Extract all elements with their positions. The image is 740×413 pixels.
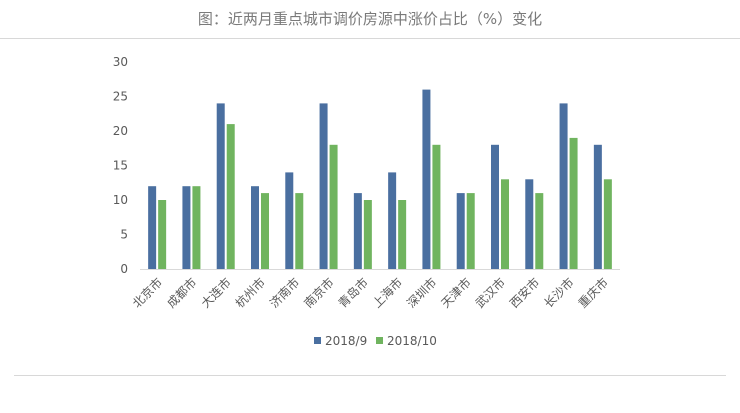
x-tick-label: 上海市 bbox=[369, 275, 405, 311]
x-tick-label: 重庆市 bbox=[575, 275, 611, 311]
bar-2018/9-杭州市 bbox=[251, 186, 259, 269]
bar-2018/10-青岛市 bbox=[363, 200, 372, 269]
x-tick-label: 西安市 bbox=[506, 275, 542, 311]
bar-2018/9-大连市 bbox=[216, 103, 225, 270]
legend-label: 2018/10 bbox=[387, 334, 437, 348]
x-tick-label: 北京市 bbox=[129, 275, 165, 311]
y-tick-label: 20 bbox=[113, 124, 128, 138]
y-tick-label: 5 bbox=[120, 228, 128, 242]
bar-2018/9-青岛市 bbox=[353, 193, 362, 269]
bar-2018/10-深圳市 bbox=[432, 144, 441, 269]
bar-2018/9-北京市 bbox=[148, 186, 157, 269]
y-tick-label: 0 bbox=[120, 262, 128, 276]
x-tick-label: 济南市 bbox=[266, 275, 302, 311]
bar-2018/10-南京市 bbox=[329, 144, 338, 269]
y-tick-label: 30 bbox=[113, 55, 128, 69]
legend-swatch bbox=[376, 337, 383, 344]
bar-2018/9-上海市 bbox=[388, 172, 397, 269]
bar-2018/10-北京市 bbox=[158, 200, 167, 269]
bar-2018/10-上海市 bbox=[398, 200, 407, 269]
bar-2018/9-济南市 bbox=[285, 172, 294, 269]
bar-2018/10-大连市 bbox=[226, 124, 235, 269]
bar-2018/10-杭州市 bbox=[261, 193, 269, 269]
bar-2018/9-西安市 bbox=[525, 179, 534, 269]
bar-2018/9-长沙市 bbox=[559, 103, 568, 270]
x-tick-label: 长沙市 bbox=[541, 275, 577, 311]
bar-2018/9-深圳市 bbox=[422, 89, 431, 269]
bar-2018/9-武汉市 bbox=[491, 144, 499, 269]
legend-label: 2018/9 bbox=[325, 334, 367, 348]
bar-2018/10-长沙市 bbox=[569, 137, 578, 269]
x-tick-label: 南京市 bbox=[301, 275, 337, 311]
x-tick-label: 天津市 bbox=[438, 275, 474, 311]
y-tick-label: 25 bbox=[113, 90, 128, 104]
x-tick-label: 青岛市 bbox=[335, 275, 371, 311]
bar-2018/9-南京市 bbox=[319, 103, 328, 270]
y-tick-label: 15 bbox=[113, 159, 128, 173]
bar-2018/10-天津市 bbox=[466, 193, 475, 269]
x-tick-label: 大连市 bbox=[198, 275, 234, 311]
bar-2018/10-重庆市 bbox=[603, 179, 612, 269]
legend-swatch bbox=[314, 337, 321, 344]
x-tick-label: 成都市 bbox=[163, 275, 199, 311]
x-tick-label: 杭州市 bbox=[232, 275, 268, 311]
bar-2018/10-济南市 bbox=[295, 193, 304, 269]
x-tick-label: 武汉市 bbox=[472, 275, 508, 311]
chart-title: 图：近两月重点城市调价房源中涨价占比（%）变化 bbox=[197, 10, 543, 28]
y-tick-label: 10 bbox=[113, 193, 128, 207]
bar-2018/9-天津市 bbox=[456, 193, 465, 269]
bar-2018/10-成都市 bbox=[192, 186, 201, 269]
bar-2018/10-武汉市 bbox=[501, 179, 509, 269]
bottom-divider bbox=[14, 375, 726, 376]
bar-2018/9-重庆市 bbox=[593, 144, 602, 269]
x-tick-label: 深圳市 bbox=[403, 275, 439, 311]
bar-2018/10-西安市 bbox=[535, 193, 544, 269]
title-divider bbox=[0, 38, 740, 39]
bar-2018/9-成都市 bbox=[182, 186, 191, 269]
